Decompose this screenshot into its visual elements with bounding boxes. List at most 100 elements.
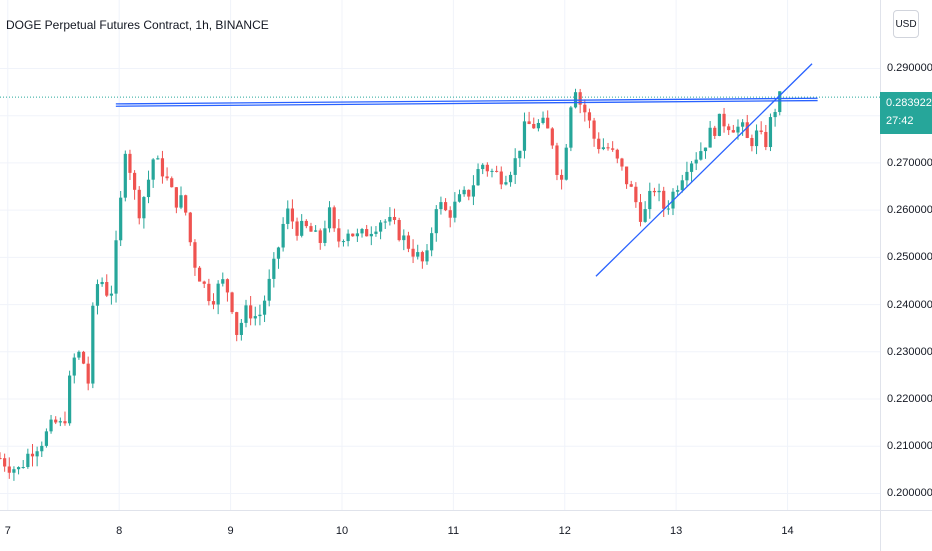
- time-tick-label: 10: [335, 525, 349, 537]
- candle: [685, 161, 689, 187]
- price-tick-label: 0.220000: [887, 393, 932, 406]
- candle: [592, 117, 596, 147]
- candle: [304, 219, 308, 229]
- candle: [253, 306, 257, 326]
- candle: [680, 174, 684, 193]
- candle: [578, 88, 582, 114]
- candle: [555, 142, 559, 181]
- candle: [467, 189, 471, 201]
- candle: [35, 446, 39, 467]
- candle: [546, 110, 550, 129]
- trendline[interactable]: [595, 63, 813, 277]
- candle: [471, 175, 476, 206]
- candle: [754, 124, 759, 155]
- candle: [77, 350, 81, 360]
- candle: [638, 193, 643, 227]
- last-price-value: 0.283922: [886, 97, 932, 109]
- candle: [657, 183, 661, 202]
- candle: [7, 457, 11, 479]
- candle: [137, 186, 141, 225]
- candle: [100, 277, 104, 287]
- candle: [676, 185, 680, 196]
- time-tick-label: 13: [670, 525, 683, 537]
- candle: [184, 194, 188, 216]
- trendline[interactable]: [115, 99, 818, 107]
- candle: [611, 141, 615, 152]
- candle: [560, 169, 564, 190]
- candle: [160, 150, 165, 184]
- candle: [745, 114, 749, 139]
- drawings[interactable]: [0, 63, 880, 277]
- price-tick-label: 0.230000: [887, 345, 932, 358]
- candle: [81, 350, 86, 365]
- candle: [768, 113, 773, 152]
- candle: [281, 217, 285, 252]
- candle: [601, 138, 605, 151]
- candle: [151, 158, 155, 188]
- candle: [397, 217, 401, 242]
- candle: [573, 88, 578, 109]
- candle: [235, 311, 239, 342]
- candle: [295, 217, 299, 241]
- trendline[interactable]: [115, 97, 818, 105]
- candles: [0, 88, 782, 481]
- candle: [249, 296, 253, 326]
- candle: [495, 165, 499, 173]
- candle: [662, 186, 666, 218]
- candle: [439, 196, 443, 215]
- time-tick-label: 9: [227, 525, 234, 537]
- candle: [643, 201, 647, 223]
- candle: [211, 293, 216, 310]
- price-tick-label: 0.270000: [887, 156, 932, 169]
- candle: [332, 205, 336, 232]
- candle: [508, 171, 513, 187]
- price-tick-label: 0.250000: [887, 251, 932, 264]
- candle: [114, 230, 118, 303]
- candle: [156, 155, 160, 160]
- time-tick-label: 11: [447, 525, 460, 537]
- candle: [666, 200, 670, 215]
- candle: [49, 414, 53, 434]
- candle: [109, 285, 113, 305]
- candle: [132, 170, 137, 200]
- time-tick-label: 7: [4, 525, 11, 537]
- candle: [202, 280, 206, 289]
- candle: [323, 220, 327, 247]
- candle: [504, 175, 508, 186]
- candle: [434, 205, 438, 242]
- chart-area[interactable]: DOGE Perpetual Futures Contract, 1h, BIN…: [0, 0, 880, 510]
- chart-plot[interactable]: [0, 0, 880, 510]
- candle: [267, 269, 271, 307]
- candle: [773, 108, 777, 127]
- axis-corner: [880, 510, 932, 551]
- candle: [12, 466, 16, 481]
- candle: [759, 121, 763, 135]
- price-axis[interactable]: 0.200000 0.210000 0.220000 0.230000 0.240000…: [880, 0, 932, 510]
- candle: [225, 278, 230, 302]
- candle: [462, 186, 466, 197]
- candle: [764, 124, 768, 151]
- currency-button[interactable]: USD: [893, 10, 919, 38]
- candle: [416, 244, 420, 260]
- candle: [68, 370, 72, 426]
- chart-title: DOGE Perpetual Futures Contract, 1h, BIN…: [6, 18, 269, 32]
- candle: [402, 229, 406, 251]
- candle: [606, 142, 610, 151]
- candle: [105, 274, 109, 298]
- candle: [406, 231, 411, 253]
- candle: [717, 113, 722, 137]
- candle: [327, 201, 332, 233]
- candle: [425, 244, 429, 265]
- candle: [0, 452, 2, 460]
- candle: [522, 112, 527, 159]
- candle: [142, 196, 146, 229]
- candle: [369, 226, 373, 246]
- candle: [713, 125, 717, 139]
- time-axis[interactable]: 7 8 9 10 11 12 13 14: [0, 510, 880, 551]
- candle: [63, 411, 67, 426]
- candle: [44, 428, 49, 448]
- candle: [16, 466, 21, 475]
- candle: [3, 453, 7, 472]
- candle: [750, 134, 754, 152]
- candle: [620, 157, 624, 171]
